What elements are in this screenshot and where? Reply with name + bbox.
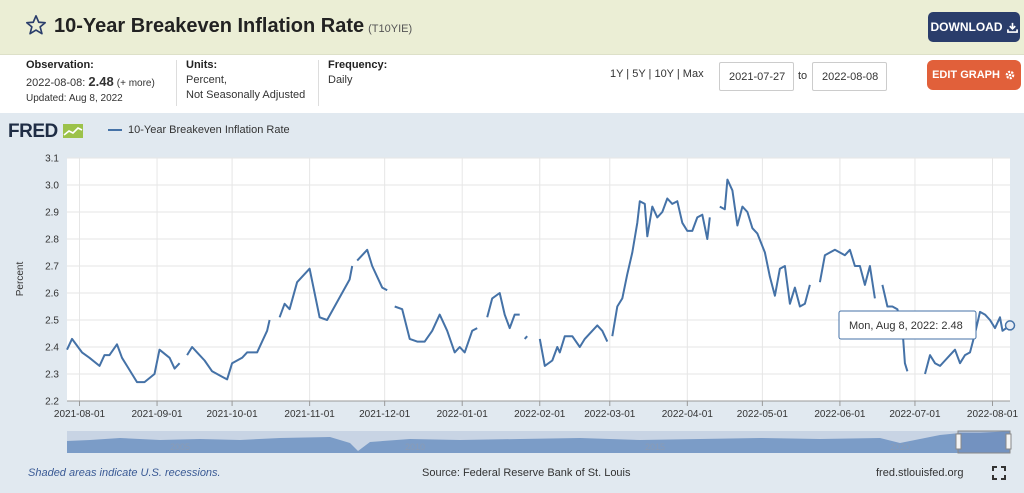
gear-icon [1005,70,1015,80]
star-icon[interactable] [25,14,47,36]
edit-graph-label: EDIT GRAPH [932,69,1000,81]
navigator-year-label: 2015 [645,442,665,452]
observation-label: Observation: [26,59,94,71]
download-label: DOWNLOAD [930,20,1003,34]
y-axis-ticks: 2.2 2.3 2.4 2.5 2.6 2.7 2.8 2.9 3.0 3.1 [45,154,59,408]
navigator-year-label: 2020 [890,442,910,452]
x-tick-label: 2021-08-01 [54,409,106,420]
series-line-segment [356,248,388,292]
fullscreen-icon[interactable] [992,466,1006,480]
series-line-segment [486,292,520,330]
page-title: 10-Year Breakeven Inflation Rate (T10YIE) [54,15,412,38]
x-tick-label: 2022-03-01 [584,409,636,420]
x-tick-label: 2021-10-01 [207,409,259,420]
frequency-value: Daily [328,74,353,86]
y-tick-label: 2.9 [45,208,59,219]
frequency-label: Frequency: [328,59,388,71]
y-tick-label: 2.2 [45,397,59,408]
series-line-segment [924,310,1011,375]
series-line-segment [186,319,271,381]
series-line-segment [818,248,876,299]
y-tick-label: 2.5 [45,316,59,327]
more-observations-link[interactable]: (+ more) [116,78,155,89]
fred-logo-text: FRED [8,121,58,142]
units-label: Units: [186,59,218,71]
x-tick-label: 2021-12-01 [359,409,411,420]
series-line-segment [538,324,609,367]
frequency-block: Frequency: Daily [328,58,387,88]
x-tick-label: 2022-04-01 [662,409,714,420]
x-tick-label: 2022-06-01 [814,409,866,420]
legend-label: 10-Year Breakeven Inflation Rate [128,124,290,136]
series-line-segment [719,178,811,308]
y-tick-label: 2.3 [45,370,59,381]
updated-date: Updated: Aug 8, 2022 [26,93,123,104]
x-tick-label: 2022-01-01 [437,409,489,420]
units-line-1: Percent, [186,74,227,86]
series-id: (T10YIE) [368,23,413,35]
y-axis-label: Percent [15,262,26,297]
navigator-year-label: 2005 [170,442,190,452]
range-selector[interactable]: 1Y | 5Y | 10Y | Max [610,68,704,80]
plot-area [67,158,1010,401]
units-block: Units: Percent, Not Seasonally Adjusted [186,58,305,103]
tooltip-value: 2.48 [941,320,962,332]
edit-graph-button[interactable]: EDIT GRAPH [927,60,1021,90]
series-line-segment [66,337,181,384]
line-chart[interactable]: 2.2 2.3 2.4 2.5 2.6 2.7 2.8 2.9 3.0 3.1 2021-08-0… [0,113,1024,463]
fred-url[interactable]: fred.stlouisfed.org [876,467,964,479]
chart-legend: 10-Year Breakeven Inflation Rate [108,124,290,136]
x-tick-label: 2022-07-01 [889,409,941,420]
y-tick-label: 3.0 [45,181,59,192]
navigator-labels: 2005 2010 2015 2020 [170,442,910,452]
observation-date: 2022-08-08: [26,77,86,89]
units-line-2: Not Seasonally Adjusted [186,89,306,101]
x-tick-label: 2022-02-01 [514,409,566,420]
fred-logo-graph-icon [62,124,83,138]
x-tick-label: 2021-09-01 [131,409,183,420]
y-tick-label: 2.7 [45,262,59,273]
source-text: Source: Federal Reserve Bank of St. Loui… [422,467,631,479]
x-tick-label: 2022-05-01 [737,409,789,420]
divider [318,60,319,106]
y-tick-label: 2.8 [45,235,59,246]
tooltip: Mon, Aug 8, 2022: 2.48 [838,310,977,340]
navigator-series [67,431,1010,453]
x-axis-ticks: 2021-08-01 2021-09-01 2021-10-01 2021-11-01… [54,400,1019,420]
legend-swatch [108,129,122,131]
series-line-segment [611,197,711,337]
to-label: to [798,70,808,82]
series-header: 10-Year Breakeven Inflation Rate (T10YIE)… [0,0,1024,55]
navigator-handle-left[interactable] [955,433,962,450]
series-lines [66,178,1011,384]
download-icon [1006,22,1018,33]
series-title: 10-Year Breakeven Inflation Rate [54,15,365,37]
tooltip-box [838,310,977,340]
tooltip-text: Mon, Aug 8, 2022: 2.48 [849,320,963,332]
observation-block: Observation: 2022-08-08: 2.48 (+ more) U… [26,58,155,106]
recession-note: Shaded areas indicate U.S. recessions. [28,467,221,479]
x-tick-label: 2022-08-01 [967,409,1019,420]
divider [176,60,177,106]
download-button[interactable]: DOWNLOAD [928,12,1020,42]
series-line-segment [394,305,478,354]
fred-logo: FRED [8,121,83,143]
navigator-window[interactable] [957,430,1011,454]
navigator-handle-right[interactable] [1005,433,1012,450]
series-line-segment [523,335,528,340]
y-tick-label: 2.4 [45,343,59,354]
observation-value: 2.48 [88,74,114,89]
series-line-segment [881,284,909,372]
start-date-input[interactable]: 2021-07-27 [719,62,794,91]
navigator-year-label: 2010 [405,442,425,452]
x-tick-label: 2021-11-01 [284,409,335,420]
y-tick-label: 3.1 [45,154,59,165]
hover-point [1004,320,1016,331]
y-tick-label: 2.6 [45,289,59,300]
end-date-input[interactable]: 2022-08-08 [812,62,887,91]
series-line-segment [278,265,354,321]
tooltip-date: Mon, Aug 8, 2022: [849,320,938,332]
